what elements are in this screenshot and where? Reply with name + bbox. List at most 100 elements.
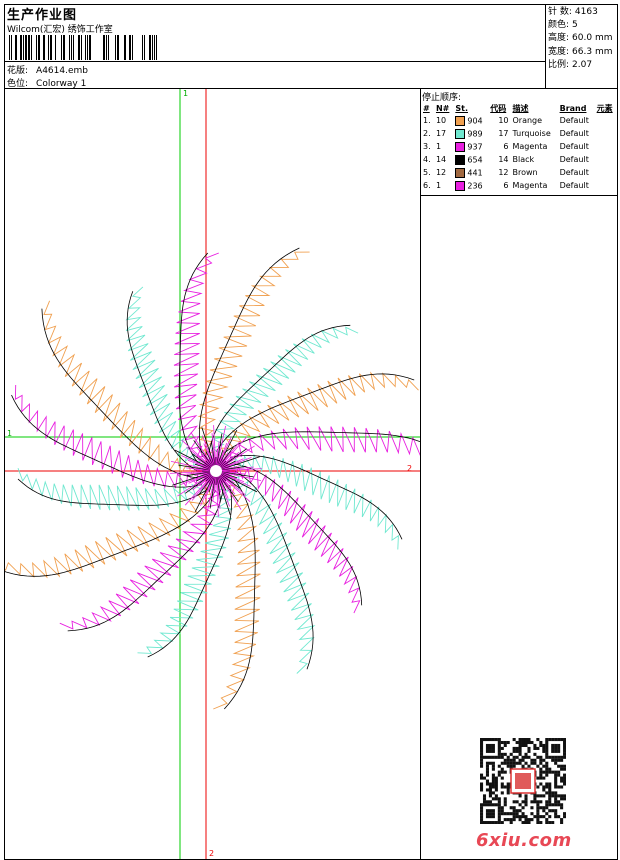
guide-red-h-label: 2 xyxy=(407,464,412,473)
petal-outline xyxy=(41,308,199,479)
row-needle: 10 xyxy=(435,116,447,125)
row-desc: Orange xyxy=(512,116,543,125)
row-code: 441 xyxy=(467,168,483,177)
header-index: # xyxy=(423,103,430,113)
row-desc: Black xyxy=(512,155,535,164)
row-swatch-code: 989 xyxy=(453,127,488,140)
color-swatch xyxy=(455,167,466,178)
petal-satin xyxy=(59,488,221,630)
petal-outline xyxy=(216,373,415,452)
stat-height: 高度: 60.0 mm xyxy=(548,33,613,44)
embroidery-design: 1 1 2 2 xyxy=(5,89,420,859)
studio-name: Wilcom(汇宏) 绣饰工作室 xyxy=(7,25,113,35)
header-needle: N# xyxy=(435,103,450,113)
petal-satin xyxy=(197,251,310,454)
stat-colors: 颜色: 5 xyxy=(548,20,578,31)
petal-satin xyxy=(233,466,361,614)
row-stitch: 6 xyxy=(503,181,509,190)
stat-width: 宽度: 66.3 mm xyxy=(548,46,613,57)
table-divider xyxy=(420,195,618,196)
header-element: 元素 xyxy=(596,103,613,113)
row-index: 4. xyxy=(423,155,431,164)
header-brand: Brand xyxy=(559,103,587,113)
stats-divider xyxy=(545,4,546,88)
center-ray xyxy=(215,470,258,493)
row-desc: Brown xyxy=(512,168,538,177)
colorway-row: 色位: Colorway 1 xyxy=(7,76,86,89)
color-row: 3. 1 937 6 Magenta Default xyxy=(421,140,617,153)
row-element xyxy=(595,140,617,153)
color-table: # N# St. 代码 描述 Brand 元素 1. 10 904 10 Orange D… xyxy=(421,102,617,192)
row-brand: Default xyxy=(559,155,589,164)
row-stitch: 12 xyxy=(498,168,509,177)
center-hole xyxy=(210,465,222,477)
stats-block: 针 数: 4163 颜色: 5 高度: 60.0 mm 宽度: 66.3 mm 比例: 2… xyxy=(548,6,612,72)
row-code: 654 xyxy=(467,155,483,164)
design-file-label: 花版: xyxy=(7,66,29,76)
guide-red-v-label: 2 xyxy=(209,849,214,858)
petal-satin xyxy=(125,286,202,467)
row-brand: Default xyxy=(559,181,589,190)
stop-sequence-title: 停止顺序: xyxy=(422,93,462,103)
row-needle: 14 xyxy=(435,155,447,164)
row-swatch-code: 236 xyxy=(453,179,488,192)
color-swatch xyxy=(455,180,466,191)
petal-outline xyxy=(229,454,403,540)
flower-center xyxy=(170,425,262,517)
row-element xyxy=(595,153,617,166)
row-needle: 17 xyxy=(435,129,447,138)
qr-code xyxy=(480,738,566,824)
row-stitch: 14 xyxy=(498,155,509,164)
center-ray xyxy=(194,470,217,513)
row-needle: 1 xyxy=(435,142,442,151)
color-row: 5. 12 441 12 Brown Default xyxy=(421,166,617,179)
color-row: 2. 17 989 17 Turquoise Default xyxy=(421,127,617,140)
petal-satin xyxy=(5,485,212,579)
guide-green-v-label: 1 xyxy=(183,89,188,98)
barcode xyxy=(9,35,157,60)
colorway-label: 色位: xyxy=(7,79,29,89)
row-brand: Default xyxy=(559,142,589,151)
center-ray xyxy=(215,456,260,472)
center-ray xyxy=(174,449,217,472)
petal-satin xyxy=(230,475,316,674)
row-element xyxy=(595,166,617,179)
row-needle: 1 xyxy=(435,181,442,190)
row-stitch: 10 xyxy=(498,116,509,125)
row-index: 6. xyxy=(423,181,431,190)
center-ray xyxy=(184,470,217,506)
petal-outline xyxy=(223,431,420,454)
petal-outline xyxy=(235,471,314,670)
header-code: 代码 xyxy=(490,103,507,113)
petal-outline xyxy=(17,478,209,506)
row-index: 1. xyxy=(423,116,431,125)
row-needle: 12 xyxy=(435,168,447,177)
center-ray xyxy=(172,470,217,486)
row-swatch-code: 441 xyxy=(453,166,488,179)
petal-outline xyxy=(67,488,224,632)
petal-outline xyxy=(147,484,233,658)
row-index: 3. xyxy=(423,142,431,151)
row-element xyxy=(595,179,617,192)
row-swatch-code: 937 xyxy=(453,140,488,153)
petal-satin xyxy=(14,384,199,490)
petal-satin xyxy=(137,488,234,654)
petal-satin xyxy=(233,453,399,550)
row-brand: Default xyxy=(559,116,589,125)
page-title: 生产作业图 xyxy=(7,8,78,23)
center-ray xyxy=(215,436,248,472)
row-code: 989 xyxy=(467,129,483,138)
petal-outline xyxy=(208,324,351,454)
center-ray xyxy=(201,427,217,472)
center-ray xyxy=(181,439,217,472)
color-swatch xyxy=(455,128,466,139)
row-code: 236 xyxy=(467,181,483,190)
header-desc: 描述 xyxy=(512,103,529,113)
row-element xyxy=(595,114,617,127)
petal-satin xyxy=(17,467,204,511)
row-code: 904 xyxy=(467,116,483,125)
center-ray xyxy=(215,470,231,515)
row-desc: Magenta xyxy=(512,142,548,151)
petal-satin xyxy=(220,371,419,457)
barcode-divider xyxy=(4,61,545,62)
